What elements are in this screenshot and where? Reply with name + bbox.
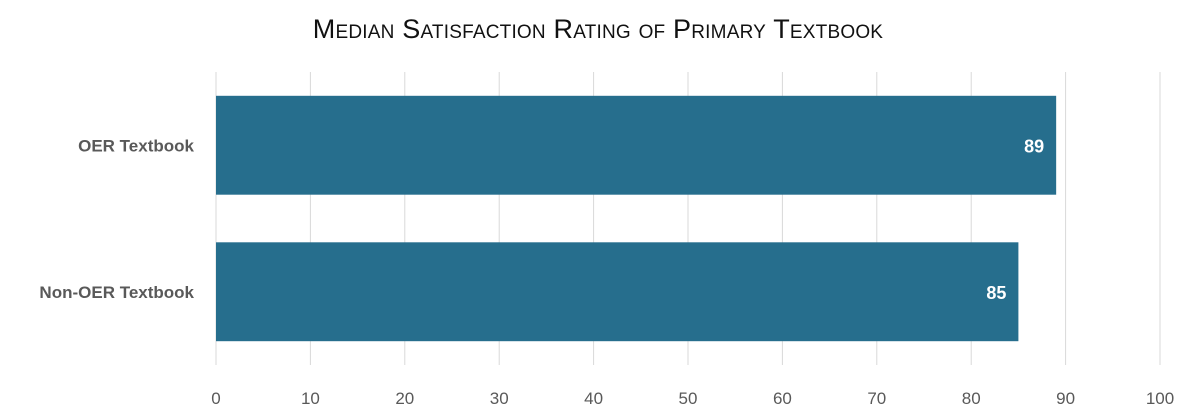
data-labels: 89 85	[986, 136, 1044, 303]
x-tick-label-80: 80	[962, 389, 981, 408]
x-tick-label-50: 50	[679, 389, 698, 408]
x-tick-label-20: 20	[395, 389, 414, 408]
category-labels: OER Textbook Non-OER Textbook	[39, 136, 194, 302]
x-tick-label-0: 0	[211, 389, 220, 408]
category-label-1: Non-OER Textbook	[39, 283, 194, 302]
bars	[216, 95, 1057, 342]
x-tick-label-70: 70	[867, 389, 886, 408]
x-axis-tick-labels: 0 10 20 30 40 50 60 70 80 90 100	[211, 389, 1174, 408]
bar-non-oer-textbook	[216, 242, 1019, 342]
category-label-0: OER Textbook	[78, 136, 194, 155]
bar-oer-textbook	[216, 95, 1057, 195]
data-label-0: 89	[1024, 136, 1044, 156]
x-tick-label-90: 90	[1056, 389, 1075, 408]
data-label-1: 85	[986, 283, 1006, 303]
chart-title: Median Satisfaction Rating of Primary Te…	[312, 14, 884, 44]
x-tick-label-100: 100	[1146, 389, 1174, 408]
x-tick-label-40: 40	[584, 389, 603, 408]
x-tick-label-60: 60	[773, 389, 792, 408]
x-tick-label-10: 10	[301, 389, 320, 408]
x-tick-label-30: 30	[490, 389, 509, 408]
